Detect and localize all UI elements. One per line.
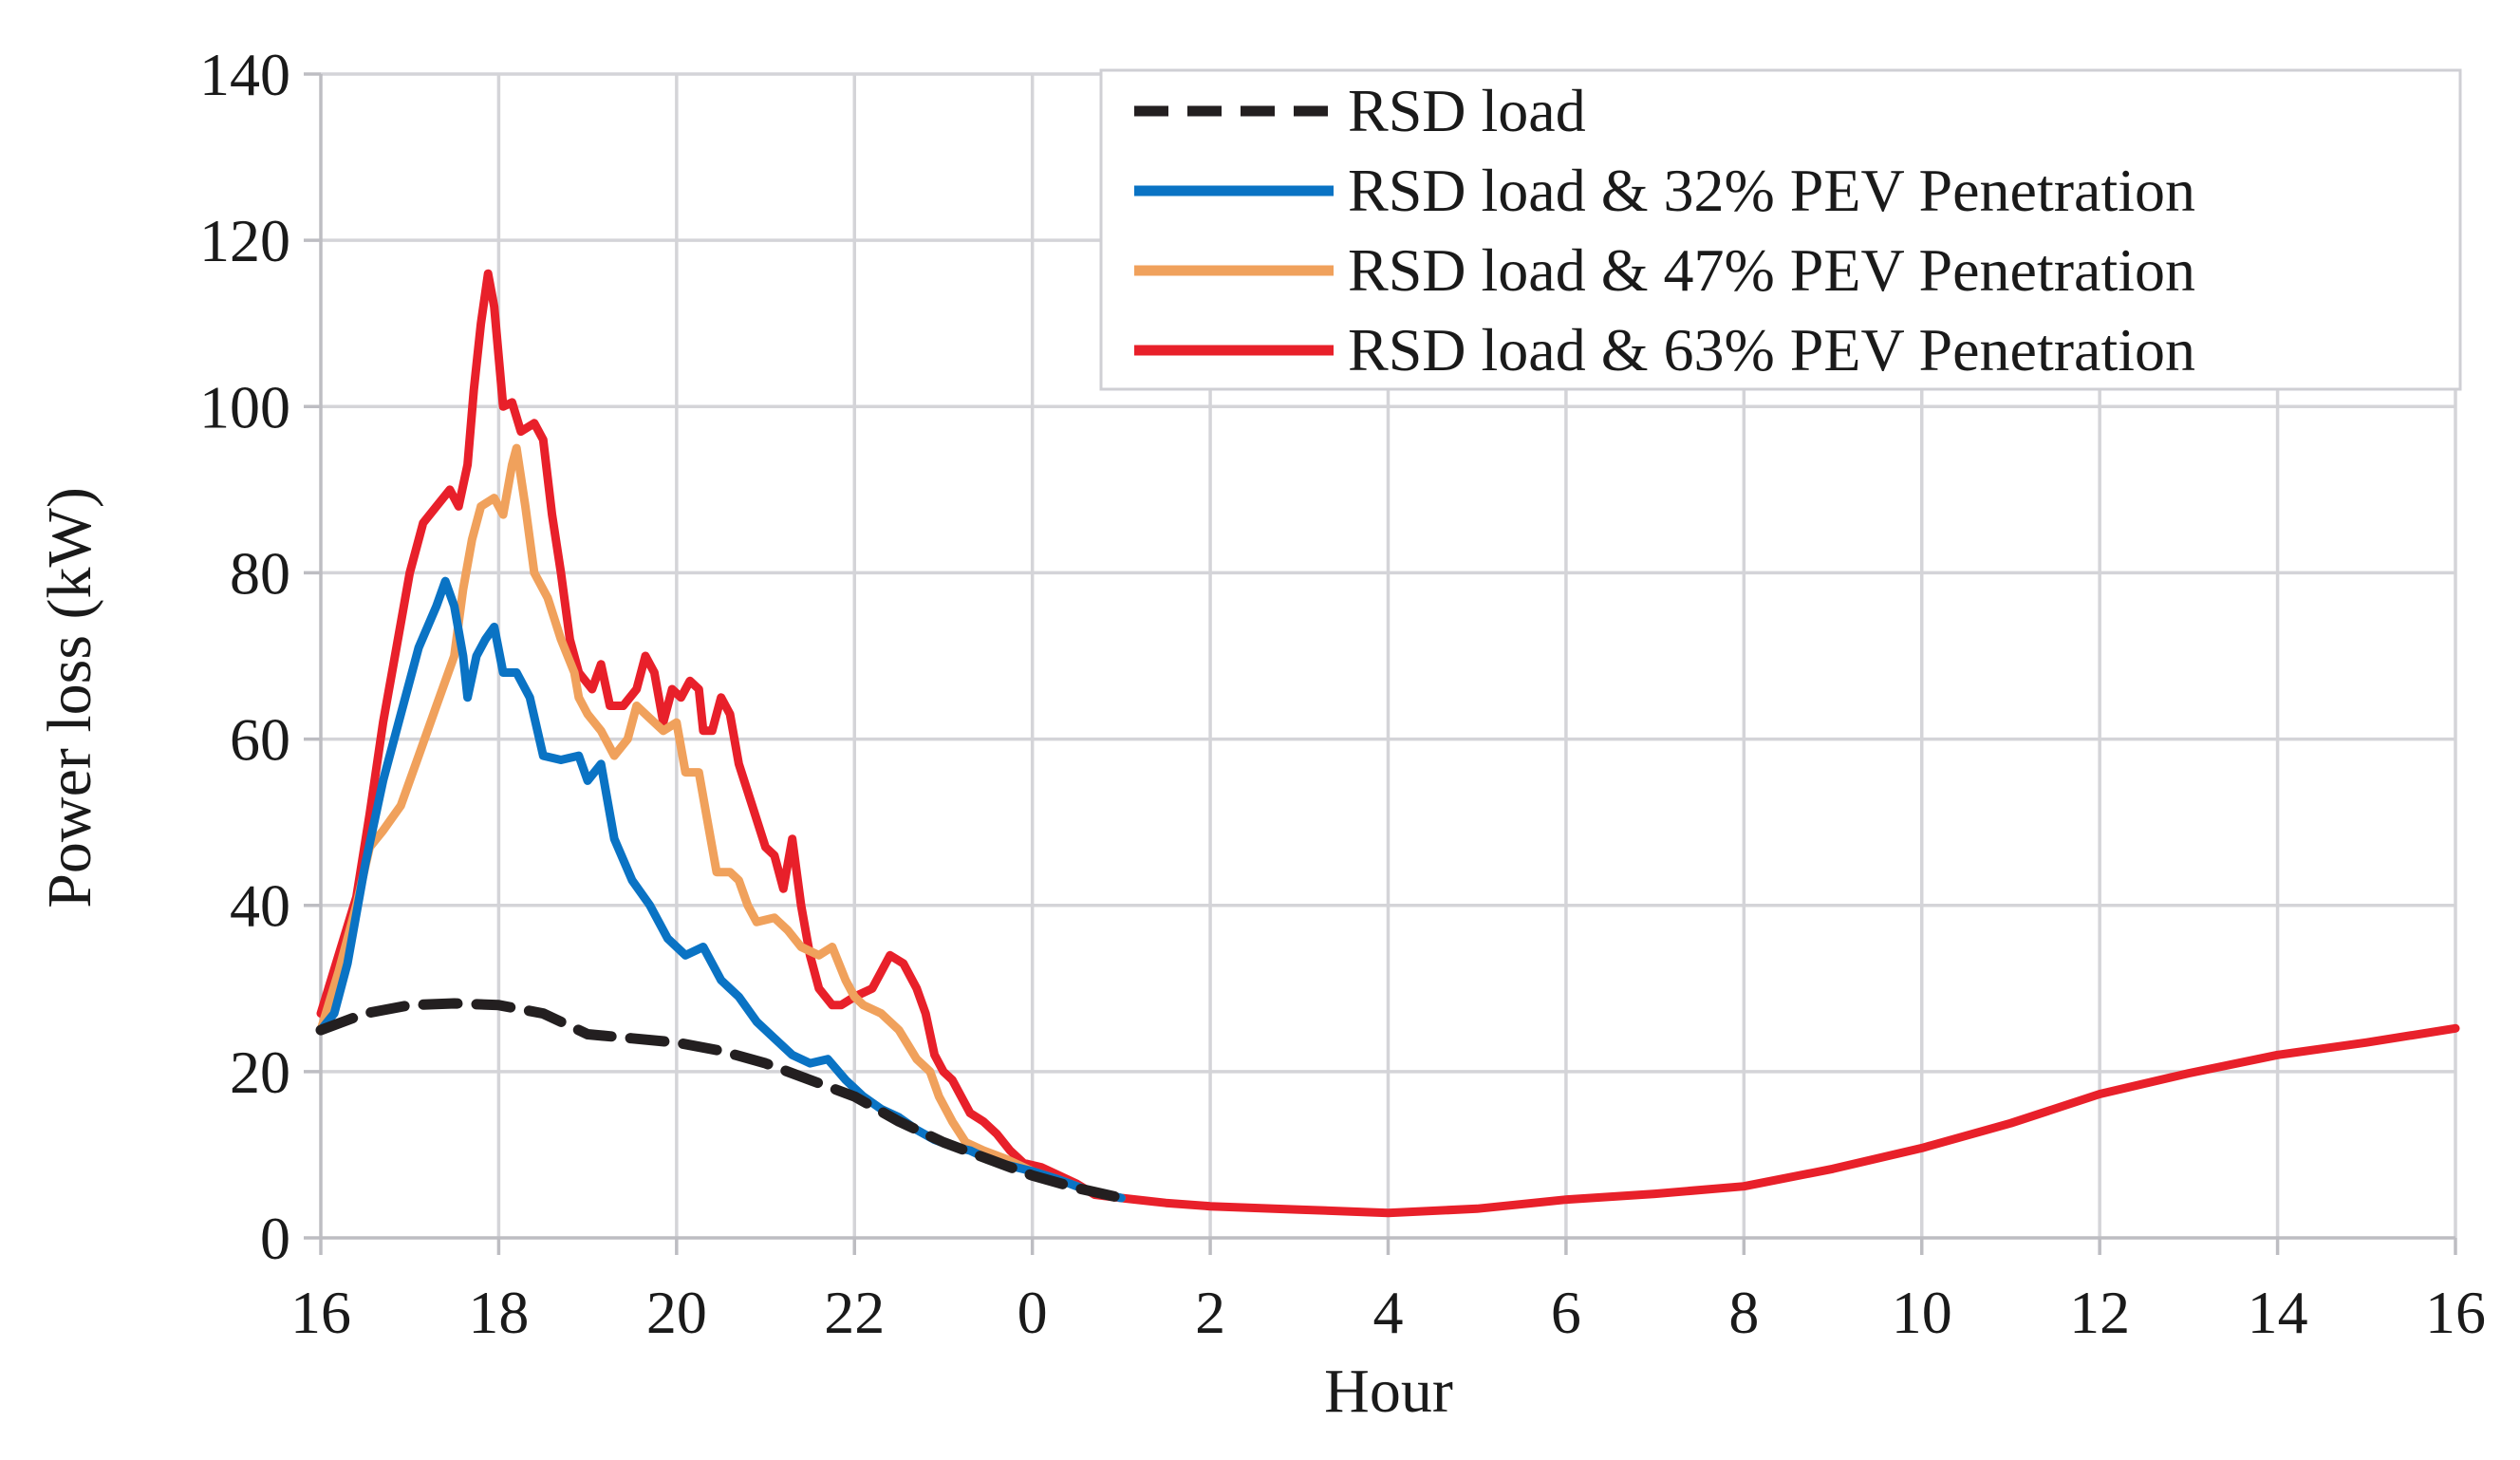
x-tick-label: 22 (824, 1279, 885, 1346)
x-tick-label: 0 (1017, 1279, 1048, 1346)
y-tick-label: 40 (230, 872, 290, 940)
y-tick-label: 100 (199, 373, 290, 440)
series-line-3 (316, 269, 2460, 1218)
y-tick-label: 0 (260, 1205, 290, 1272)
y-axis-title: Power loss (kW) (35, 487, 104, 908)
x-tick-label: 18 (468, 1279, 529, 1346)
legend: RSD load RSD load & 32% PEV Penetration … (1099, 68, 2462, 391)
series-line-2 (316, 443, 1126, 1203)
y-tick-label: 20 (230, 1039, 290, 1106)
x-tick-label: 6 (1551, 1279, 1581, 1346)
series-line-0 (315, 998, 1127, 1204)
series-group (315, 269, 2460, 1218)
legend-label: RSD load & 47% PEV Penetration (1348, 236, 2195, 304)
tick-labels: 0 20 40 60 80 100 120 140 16 18 20 22 0 2 4 6 8 10 12 14 16 (199, 41, 2486, 1346)
x-tick-label: 8 (1728, 1279, 1759, 1346)
x-axis-title: Hour (1324, 1357, 1453, 1426)
legend-item: RSD load (1134, 77, 1586, 144)
x-tick-label: 2 (1195, 1279, 1225, 1346)
legend-box (1099, 68, 2462, 391)
x-tick-label: 16 (290, 1279, 351, 1346)
x-tick-label: 12 (2069, 1279, 2130, 1346)
legend-label: RSD load & 32% PEV Penetration (1348, 157, 2195, 224)
legend-item: RSD load & 63% PEV Penetration (1134, 316, 2195, 384)
legend-label: RSD load (1348, 77, 1586, 144)
y-tick-label: 120 (199, 207, 290, 274)
y-tick-label: 80 (230, 539, 290, 607)
x-tick-label: 4 (1373, 1279, 1404, 1346)
y-tick-label: 60 (230, 706, 290, 774)
legend-item: RSD load & 32% PEV Penetration (1134, 157, 2195, 224)
x-tick-label: 16 (2425, 1279, 2486, 1346)
x-tick-label: 20 (646, 1279, 707, 1346)
y-tick-label: 140 (199, 41, 290, 108)
legend-item: RSD load & 47% PEV Penetration (1134, 236, 2195, 304)
x-tick-label: 10 (1892, 1279, 1952, 1346)
legend-label: RSD load & 63% PEV Penetration (1348, 316, 2195, 384)
axes (304, 72, 2457, 1255)
x-tick-label: 14 (2248, 1279, 2308, 1346)
